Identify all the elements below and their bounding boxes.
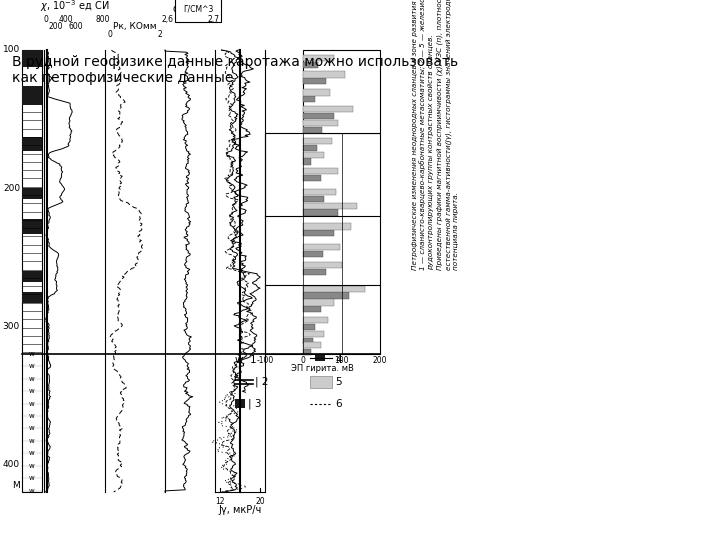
Text: w: w: [29, 388, 35, 394]
Text: 0: 0: [301, 356, 306, 365]
Bar: [303, 89, 330, 96]
Bar: [303, 158, 311, 165]
Text: 400: 400: [3, 460, 20, 469]
Bar: [303, 113, 334, 119]
Bar: [303, 189, 336, 195]
Text: w: w: [29, 463, 35, 469]
Text: 20: 20: [255, 497, 265, 506]
Text: 12: 12: [215, 497, 225, 506]
Text: 2,7: 2,7: [207, 15, 219, 24]
Bar: [310, 376, 332, 388]
Bar: [303, 152, 325, 158]
Text: w: w: [29, 426, 35, 431]
Text: М: М: [12, 481, 20, 490]
Bar: [22, 86, 42, 105]
Bar: [303, 202, 357, 209]
Text: Г/СМ^3: Г/СМ^3: [183, 5, 213, 14]
Text: Петрофизические изменения неоднородных сланцев в зоне развития кварцево-карбонат: Петрофизические изменения неоднородных с…: [411, 0, 459, 270]
Text: 100: 100: [3, 45, 20, 55]
Text: w: w: [29, 475, 35, 481]
Bar: [303, 55, 334, 61]
Text: Рк, КОмм: Рк, КОмм: [113, 22, 157, 31]
Bar: [265, 133, 380, 354]
Bar: [303, 331, 325, 338]
Bar: [22, 50, 42, 492]
Text: w: w: [29, 488, 35, 494]
Bar: [22, 271, 42, 282]
Bar: [303, 251, 323, 257]
Bar: [303, 338, 313, 344]
Text: Jγ, мкР/ч: Jγ, мкР/ч: [218, 505, 261, 515]
Text: w  1: w 1: [235, 355, 256, 365]
Text: 2,6: 2,6: [161, 15, 173, 24]
Bar: [22, 188, 42, 199]
Bar: [303, 299, 334, 306]
Text: 200: 200: [49, 22, 63, 31]
Bar: [303, 286, 364, 292]
Bar: [303, 318, 328, 323]
Bar: [303, 292, 349, 299]
Text: 5: 5: [335, 377, 341, 387]
Text: 0: 0: [44, 15, 48, 24]
Text: 600: 600: [68, 22, 84, 31]
Bar: [303, 224, 351, 230]
Bar: [303, 269, 326, 275]
Text: 200: 200: [3, 184, 20, 193]
Bar: [22, 137, 42, 151]
Text: 400: 400: [59, 15, 73, 24]
Bar: [315, 355, 325, 361]
Text: 800: 800: [96, 15, 110, 24]
Bar: [22, 50, 42, 66]
Bar: [303, 195, 325, 202]
Text: $\chi$, 10$^{-3}$ ед СИ: $\chi$, 10$^{-3}$ ед СИ: [40, 0, 109, 14]
Bar: [22, 292, 42, 303]
Text: w: w: [29, 413, 35, 419]
Bar: [303, 106, 353, 112]
Text: w: w: [29, 351, 35, 357]
Bar: [303, 50, 380, 133]
Text: В рудной геофизике данные каротажа можно использовать
как петрофизические данные: В рудной геофизике данные каротажа можно…: [12, 55, 458, 85]
Text: -100: -100: [256, 356, 274, 365]
Bar: [235, 399, 245, 408]
Text: w: w: [29, 401, 35, 407]
Text: w: w: [29, 450, 35, 456]
Text: σ,: σ,: [173, 4, 185, 14]
Bar: [303, 96, 315, 103]
Text: 100: 100: [334, 356, 349, 365]
Bar: [303, 262, 342, 268]
Text: | 2: | 2: [255, 377, 269, 387]
Bar: [303, 138, 332, 144]
Text: | 3: | 3: [248, 399, 261, 409]
Bar: [303, 349, 311, 355]
Text: 300: 300: [3, 322, 20, 330]
Text: 4: 4: [335, 355, 341, 365]
Text: w: w: [29, 376, 35, 382]
Bar: [303, 244, 340, 250]
Bar: [303, 342, 320, 348]
Text: 6: 6: [335, 399, 341, 409]
Bar: [303, 126, 323, 133]
Text: ЭП гирита. мВ: ЭП гирита. мВ: [291, 364, 354, 373]
Bar: [303, 120, 338, 126]
Bar: [303, 175, 320, 181]
Text: 200: 200: [373, 356, 387, 365]
Bar: [303, 62, 318, 68]
Bar: [303, 324, 315, 330]
Bar: [303, 210, 338, 215]
Bar: [22, 219, 42, 234]
Bar: [303, 230, 334, 237]
Bar: [303, 78, 326, 84]
Bar: [303, 306, 320, 312]
Bar: [303, 168, 338, 174]
Text: w: w: [29, 438, 35, 444]
Bar: [303, 145, 317, 151]
Text: 2: 2: [158, 30, 163, 39]
Text: 0: 0: [107, 30, 112, 39]
Bar: [303, 71, 346, 78]
Text: w: w: [29, 363, 35, 369]
